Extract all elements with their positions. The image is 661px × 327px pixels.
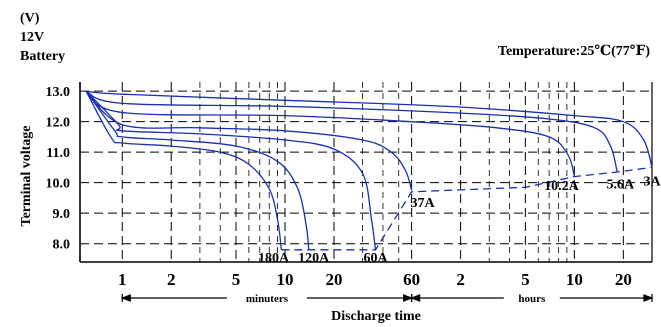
x-tick-label: 2 bbox=[167, 270, 176, 289]
series-line-5.6A bbox=[85, 90, 618, 173]
series-label-60A: 60A bbox=[363, 251, 388, 266]
x-tick-label: 10 bbox=[566, 270, 583, 289]
x-tick-label: 10 bbox=[276, 270, 293, 289]
series-label-120A: 120A bbox=[298, 251, 330, 266]
series-line-3A bbox=[86, 90, 653, 168]
range-arrow-left-0 bbox=[120, 294, 131, 302]
range-label-minuters: minuters bbox=[246, 293, 289, 305]
y-tick-label: 9.0 bbox=[53, 207, 71, 222]
series-label-5.6A: 5.6A bbox=[607, 178, 636, 193]
x-tick-label: 5 bbox=[521, 270, 530, 289]
series-line-120A bbox=[85, 90, 310, 250]
y-tick-label: 12.0 bbox=[46, 116, 71, 131]
temperature-label: Temperature:25℃(77℉) bbox=[498, 44, 650, 59]
axes: 13.0 12.0 11.0 10.0 9.0 8.0 1 2 5 10 20 60 2 5 10 20 min… bbox=[46, 82, 654, 305]
header-line-1: 12V bbox=[20, 30, 44, 45]
x-axis-title: Discharge time bbox=[331, 309, 421, 324]
x-tick-label: 60 bbox=[403, 270, 420, 289]
range-arrow-left-1 bbox=[409, 294, 421, 302]
y-tick-label: 10.0 bbox=[46, 177, 71, 192]
series-line-10.2A bbox=[85, 90, 576, 177]
header-line-0: (V) bbox=[20, 11, 40, 26]
range-label-hours: hours bbox=[518, 293, 546, 305]
header-line-2: Battery bbox=[20, 49, 65, 64]
y-tick-label: 13.0 bbox=[46, 85, 71, 100]
series-line-60A bbox=[85, 90, 377, 250]
series-label-3A: 3A bbox=[643, 175, 661, 190]
series-line-37A bbox=[85, 90, 413, 191]
y-tick-label: 8.0 bbox=[53, 238, 71, 253]
x-tick-label: 5 bbox=[232, 270, 241, 289]
range-arrow-right-1 bbox=[643, 294, 654, 302]
series-lines bbox=[85, 90, 653, 251]
x-tick-label: 1 bbox=[118, 270, 127, 289]
x-tick-label: 2 bbox=[456, 270, 465, 289]
labels: Discharge time Terminal voltage (V) 12V Batt… bbox=[19, 11, 661, 324]
y-axis-title: Terminal voltage bbox=[19, 126, 34, 227]
end-voltage-line bbox=[281, 166, 653, 251]
series-line-180A bbox=[85, 90, 283, 250]
x-tick-label: 20 bbox=[615, 270, 632, 289]
series-label-37A: 37A bbox=[410, 196, 435, 211]
y-tick-label: 11.0 bbox=[46, 146, 70, 161]
series-label-180A: 180A bbox=[258, 251, 290, 266]
series-label-10.2A: 10.2A bbox=[544, 179, 580, 194]
x-tick-label: 20 bbox=[325, 270, 342, 289]
